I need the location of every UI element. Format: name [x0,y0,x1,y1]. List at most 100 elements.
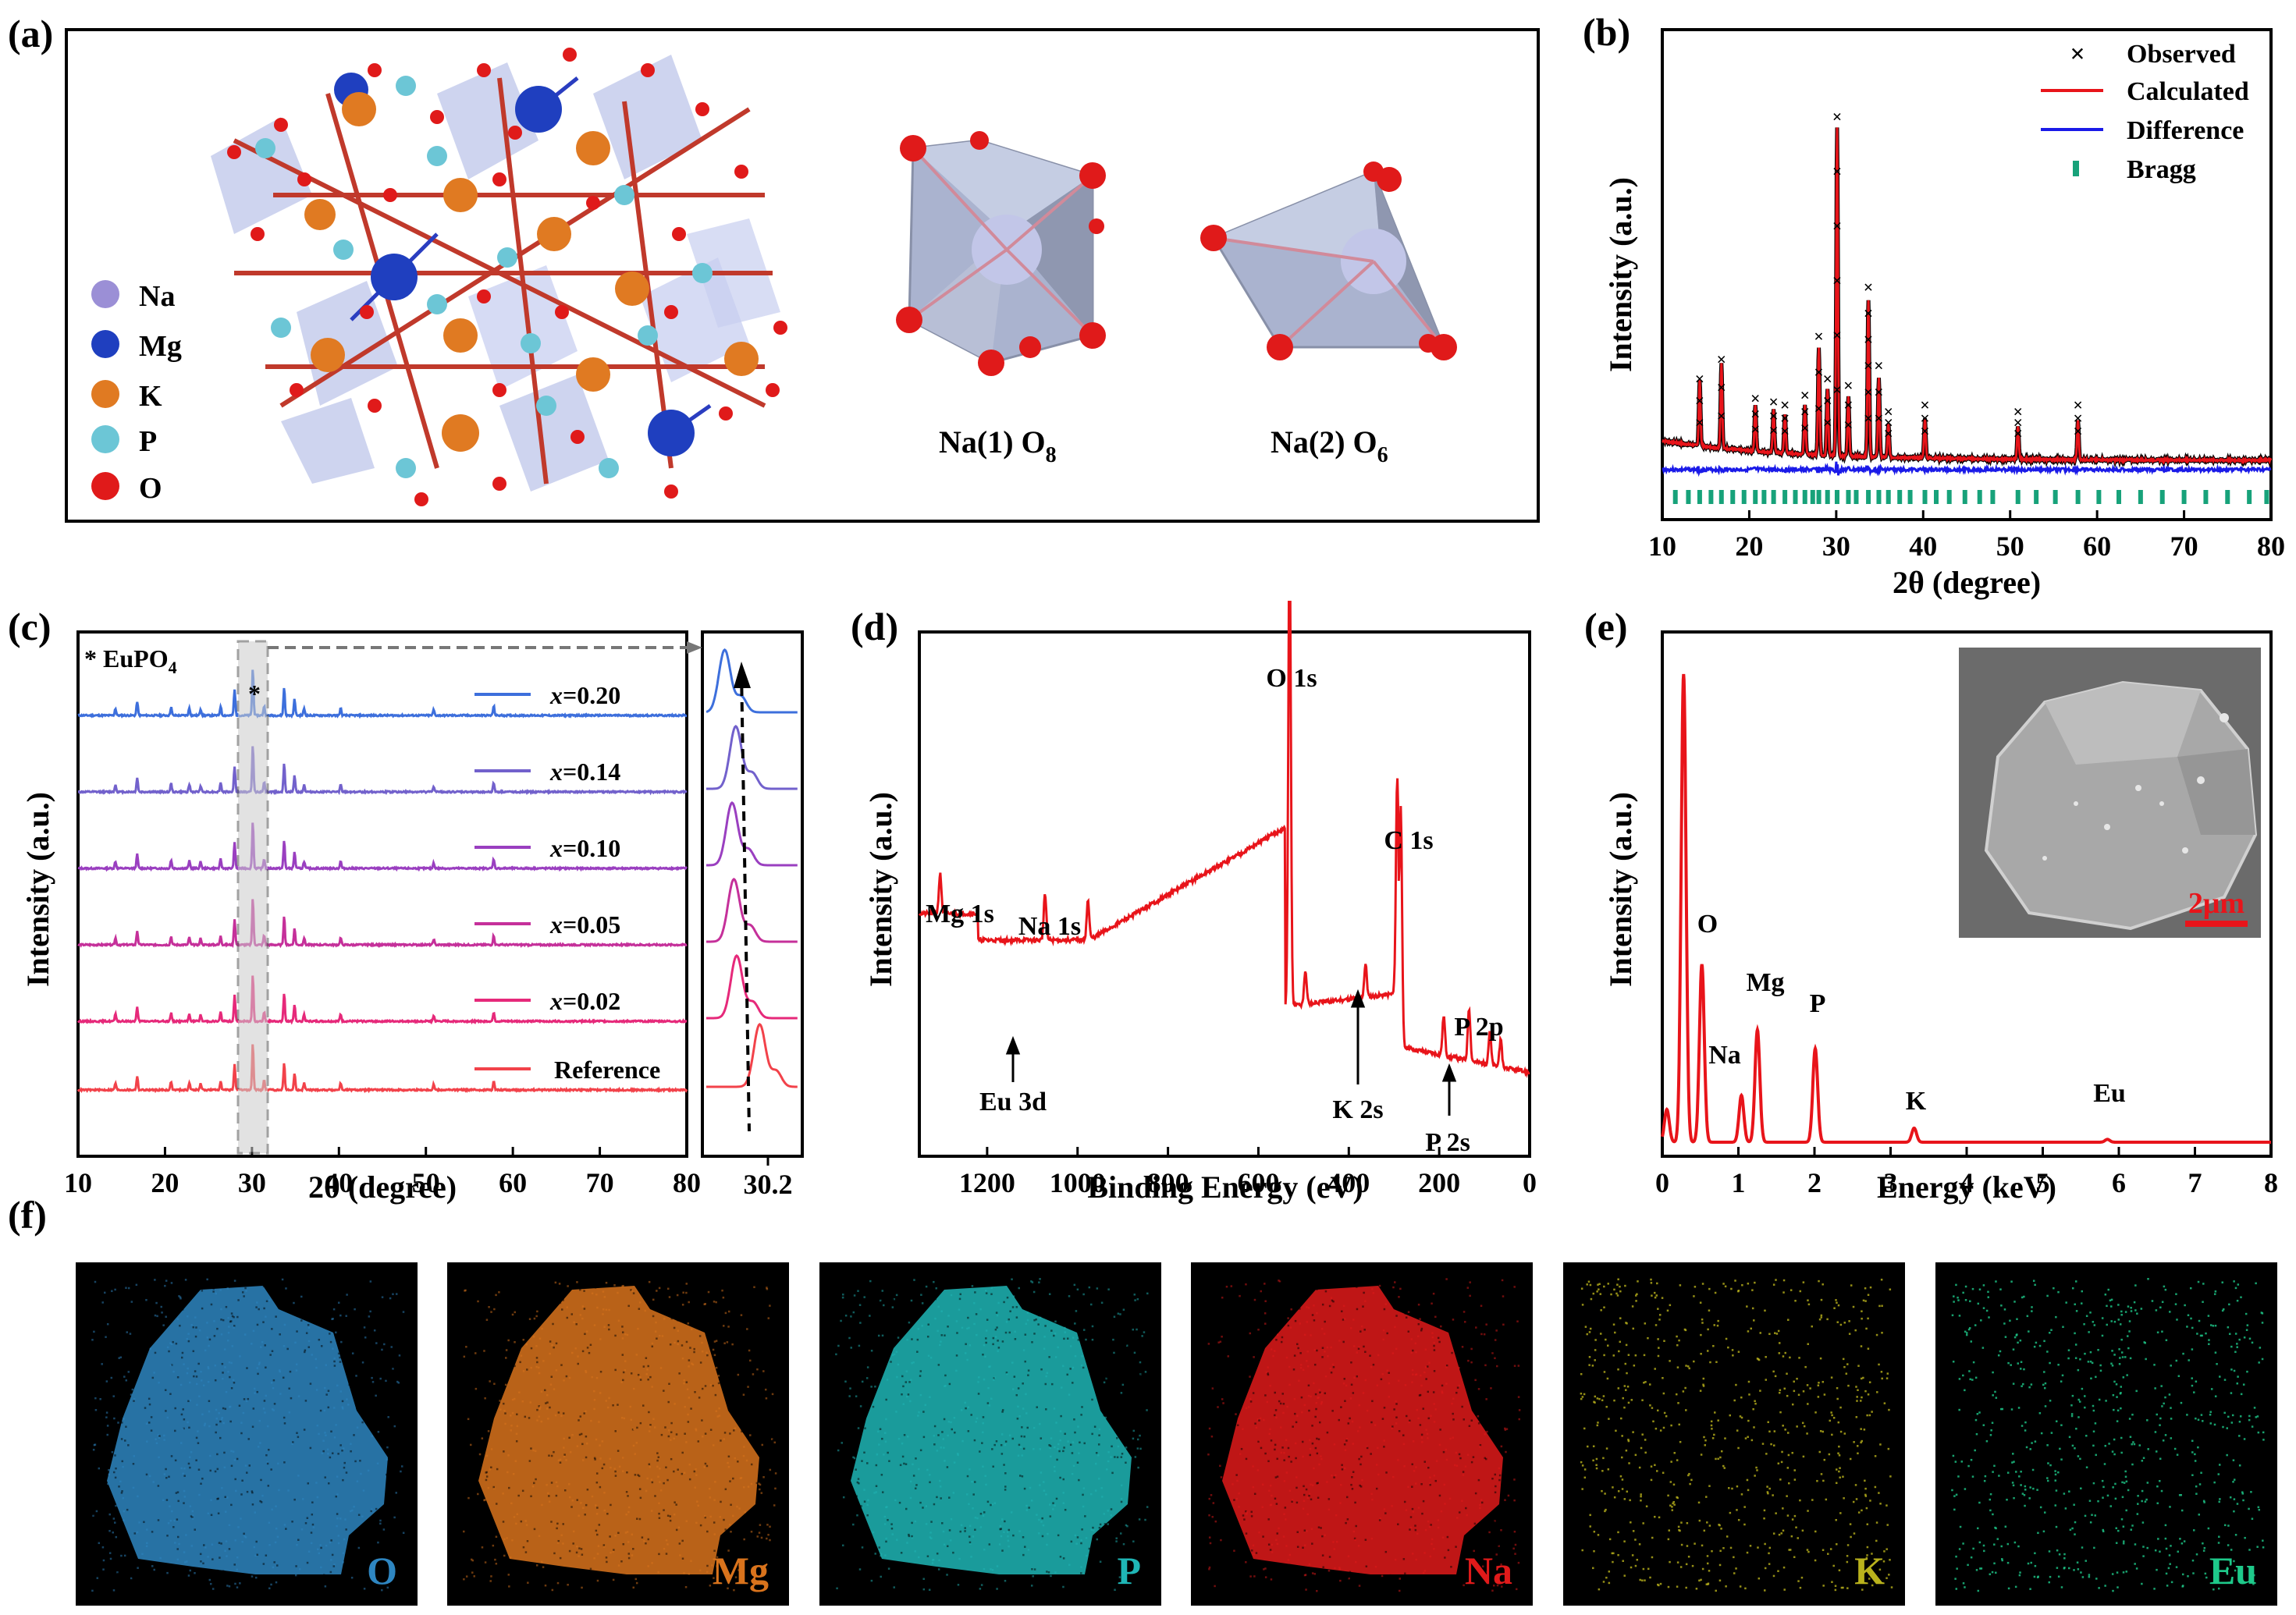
bragg-tick [1854,490,1859,504]
bragg-tick [2034,490,2039,504]
bragg-series [1672,490,2269,504]
panel-d-label: (d) [851,605,898,648]
x-axis-label: Energy (keV) [1877,1170,2056,1205]
observed-point: × [1695,391,1705,410]
peak-label-mg1s: Mg 1s [926,900,994,928]
y-axis-label: Intensity (a.u.) [20,792,55,987]
observed-point: × [2073,421,2083,441]
legend-marker-o [91,472,119,500]
x-axis-label: 2θ (degree) [308,1170,457,1205]
observed-point: × [1822,391,1832,410]
bragg-tick [1672,490,1678,504]
x-tick-label: 4 [1960,1167,1974,1198]
panel-c-label: (c) [8,605,52,648]
zoom-line [706,953,798,1020]
na1-label-subscript: 8 [1046,443,1057,467]
plot-frame [918,630,1531,1158]
bragg-tick [2247,490,2252,504]
calculated-series [1661,127,2273,469]
x-tick-label: 1200 [959,1167,1015,1198]
x-tick-label: 400 [1327,1167,1370,1198]
observed-point: × [1800,385,1810,405]
bragg-tick [2096,490,2102,504]
x-ticks: 1200 1000 800 600 400 200 0 [959,1147,1537,1198]
observed-point: × [1864,408,1874,428]
panel-a-frame [65,28,1540,523]
observed-point: × [1843,375,1854,395]
observed-point: × [2013,424,2023,443]
legend: × Observed Calculated Difference Bragg [2041,40,2249,184]
x-tick-label: 50 [412,1167,440,1198]
eds-map-label-eu: Eu [2209,1549,2257,1592]
eupo4-annotation-text: * EuPO [84,644,169,673]
bragg-tick [2264,490,2269,504]
observed-point: × [1800,418,1810,438]
bragg-tick [2117,490,2121,504]
difference-series [1662,461,2272,477]
observed-series: ×××××××××××××××××××××××××××××× ××××××××××… [1695,107,2083,443]
bragg-tick [1897,490,1903,504]
observed-point: × [1832,162,1843,181]
peak-label-o: O [1697,910,1718,939]
observed-point: × [2013,402,2023,421]
xrd-line [77,669,687,719]
bragg-tick [2015,490,2021,504]
crystal-structure-image [211,48,787,506]
panel-e: (e) Intensity (a.u.) Energy (keV) 0 1 2 3 4 5… [1561,601,2296,1225]
legend-marker-k [91,380,119,408]
eds-map-label-o: O [367,1549,397,1592]
x-tick-label: 2 [1807,1167,1822,1198]
x-tick-label: 50 [1996,531,2024,562]
scale-bar-label: 2μm [2188,887,2244,920]
observed-point: × [1832,107,1843,126]
panel-a-label: (a) [8,12,53,55]
observed-point: × [1800,402,1810,421]
eds-chart: (e) Intensity (a.u.) Energy (keV) 0 1 2 3 4 5… [1584,605,2278,1205]
legend-bragg-label: Bragg [2127,155,2196,184]
bragg-tick [1846,490,1851,504]
peak-label-k: K [1906,1087,1927,1116]
bragg-tick [2053,490,2058,504]
zoom-guide-arrowhead [687,641,702,654]
eds-map-label-mg: Mg [712,1549,769,1592]
observed-point: × [2013,413,2023,432]
bragg-tick [2159,490,2165,504]
legend-label-mg: Mg [139,330,182,363]
zoom-plot-frame [701,630,804,1158]
observed-point: × [1768,392,1779,411]
xrd-chart: (c) Intensity (a.u.) 2θ (degree) * EuPO4… [8,605,804,1205]
x-tick-label: 70 [2170,531,2198,562]
observed-point: × [1864,330,1874,350]
panel-d: (d) Intensity (a.u.) Binding Energy (eV)… [843,540,1553,1225]
bragg-tick [2203,490,2209,504]
eds-map-label-p: P [1117,1549,1141,1592]
eds-map-p: P [819,1262,1161,1606]
eds-map-na: Na [1191,1262,1533,1606]
eds-map-na-image [1207,1278,1521,1592]
x-ticks: 10 20 30 40 50 60 70 80 [1648,510,2285,562]
legend-label-p: P [139,425,157,458]
observed-point: × [1832,216,1843,236]
x-tick-label: 3 [1884,1167,1898,1198]
bragg-tick [1686,490,1691,504]
x-tick-label: 0 [1655,1167,1669,1198]
panel-c: (c) Intensity (a.u.) 2θ (degree) * EuPO4… [0,601,827,1225]
x-tick-label: 20 [1735,531,1763,562]
observed-point: × [1843,415,1854,435]
y-axis-label: Intensity (a.u.) [863,792,898,987]
zoom-line [706,800,798,867]
zoom-tick-label: 30.2 [744,1169,793,1200]
xrd-series [76,669,688,1094]
legend-observed-label: Observed [2127,40,2236,69]
observed-point: × [1695,413,1705,432]
legend-marker-p [91,425,119,453]
x-axis-label: Binding Energy (eV) [1087,1170,1363,1205]
bragg-tick [1782,490,1788,504]
eupo4-annotation: * EuPO4 [84,644,177,677]
observed-point: × [1750,389,1761,408]
x-tick-label: 1000 [1050,1167,1106,1198]
observed-point: × [1716,406,1726,426]
peak-label-na: Na [1708,1041,1741,1070]
y-axis-label: Intensity (a.u.) [1603,792,1638,987]
bragg-tick [1907,490,1913,504]
